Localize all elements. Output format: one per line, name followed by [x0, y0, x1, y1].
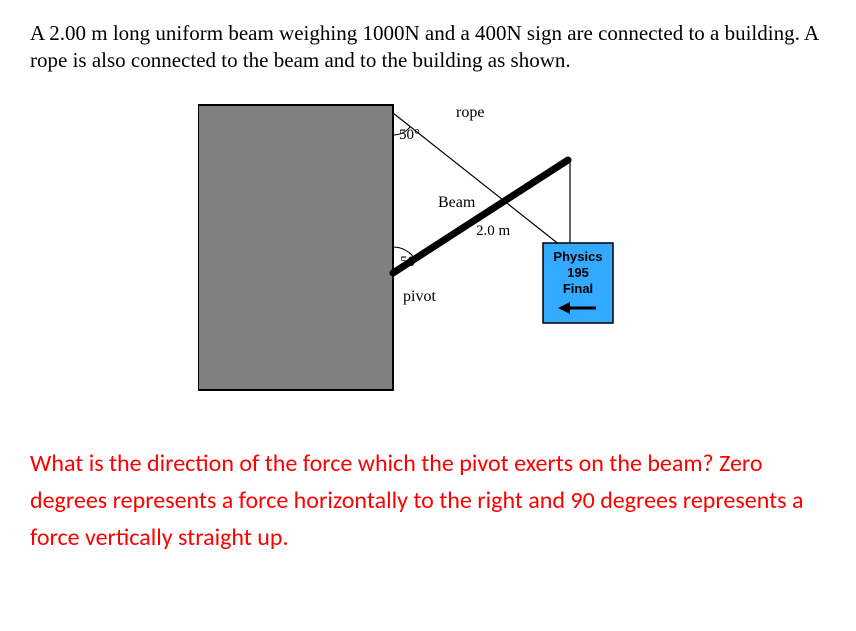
diagram: 50° rope 50° Beam 2.0 m pivot Physics 19…: [30, 95, 826, 405]
physics-diagram: 50° rope 50° Beam 2.0 m pivot Physics 19…: [198, 95, 658, 405]
building-rect: [198, 105, 393, 390]
beam-line: [393, 160, 568, 273]
rope-label: rope: [456, 104, 484, 121]
sign-text-3: Final: [563, 281, 593, 296]
beam-label: Beam: [438, 194, 476, 211]
sign-text-2: 195: [567, 265, 589, 280]
rope-angle-label: 50°: [399, 127, 420, 143]
sign-text-1: Physics: [553, 249, 602, 264]
pivot-label: pivot: [403, 288, 436, 305]
problem-statement: A 2.00 m long uniform beam weighing 1000…: [30, 20, 826, 75]
question-text: What is the direction of the force which…: [30, 445, 826, 557]
beam-length-label: 2.0 m: [476, 223, 511, 239]
